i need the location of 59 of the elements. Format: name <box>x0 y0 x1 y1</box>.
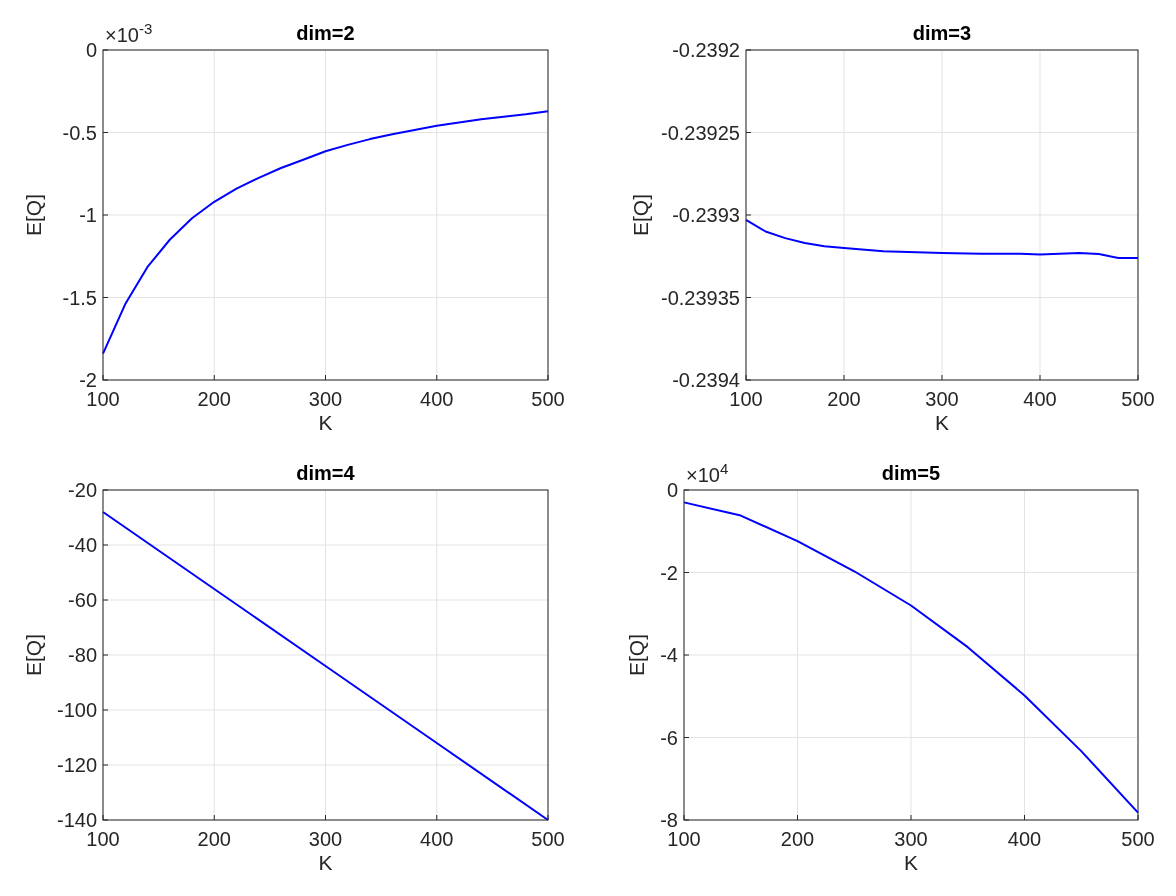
y-tick-label: -80 <box>68 644 97 666</box>
y-axis-title: E[Q] <box>629 193 652 237</box>
x-tick-label: 300 <box>894 828 928 850</box>
y-tick-label: 0 <box>85 39 97 61</box>
y-tick-label: -100 <box>56 699 97 721</box>
x-axis-title: K <box>903 851 919 874</box>
x-tick-label: 400 <box>1007 828 1042 850</box>
y-tick-label: -0.23935 <box>661 286 740 309</box>
y-tick-label: -1.5 <box>62 286 97 309</box>
y-tick-label: -6 <box>660 726 678 749</box>
y-tick-label: -20 <box>68 479 97 501</box>
x-tick-label: 400 <box>1023 388 1057 410</box>
y-tick-label: -60 <box>68 589 97 611</box>
y-axis-title: E[Q] <box>625 633 648 677</box>
x-tick-label: 500 <box>1121 388 1155 410</box>
line-series <box>745 218 1139 259</box>
y-tick-label: -2 <box>660 561 678 584</box>
x-tick-label: 100 <box>86 388 120 410</box>
x-tick-label: 500 <box>531 828 565 850</box>
chart-title: dim=3 <box>912 22 972 44</box>
y-tick-label: -0.5 <box>62 121 97 144</box>
y-tick-label: -8 <box>660 809 678 831</box>
x-tick-label: 500 <box>1121 828 1155 850</box>
line-series <box>683 501 1139 814</box>
y-tick-label: -0.2392 <box>672 39 740 61</box>
text: ×10$^{4}$ <box>686 459 729 486</box>
y-tick-label: -2 <box>79 369 97 391</box>
y-tick-label: -40 <box>68 534 97 556</box>
x-tick-label: 300 <box>308 828 343 850</box>
y-tick-label: -1 <box>79 204 97 226</box>
x-tick-label: 400 <box>420 388 454 410</box>
y-tick-label: 0 <box>666 479 678 501</box>
x-axis-title: K <box>318 411 333 434</box>
text: ×10$^{-3}$ <box>105 19 153 46</box>
x-tick-label: 100 <box>86 828 120 850</box>
x-tick-label: 100 <box>729 388 763 410</box>
y-axis-title: E[Q] <box>22 633 45 677</box>
x-tick-label: 300 <box>925 388 959 410</box>
x-tick-label: 200 <box>197 388 231 410</box>
y-tick-label: -120 <box>56 754 97 776</box>
y-tick-label: -4 <box>660 644 678 666</box>
x-tick-label: 400 <box>420 828 454 850</box>
x-tick-label: 500 <box>531 388 565 410</box>
x-axis-title: K <box>318 851 333 874</box>
y-tick-label: -0.23925 <box>661 121 740 144</box>
x-tick-label: 200 <box>827 388 861 410</box>
x-axis-title: K <box>934 411 950 434</box>
x-tick-label: 300 <box>308 388 343 410</box>
line-series <box>102 110 549 355</box>
x-tick-label: 200 <box>780 828 815 850</box>
x-tick-label: 200 <box>197 828 231 850</box>
chart-title: dim=2 <box>296 22 355 44</box>
y-tick-label: -0.2393 <box>672 204 740 226</box>
x-tick-label: 100 <box>667 828 701 850</box>
y-tick-label: -0.2394 <box>672 369 740 391</box>
y-tick-label: -140 <box>56 809 97 831</box>
chart-title: dim=5 <box>881 462 941 484</box>
y-axis-title: E[Q] <box>22 193 45 237</box>
chart-title: dim=4 <box>296 462 356 484</box>
